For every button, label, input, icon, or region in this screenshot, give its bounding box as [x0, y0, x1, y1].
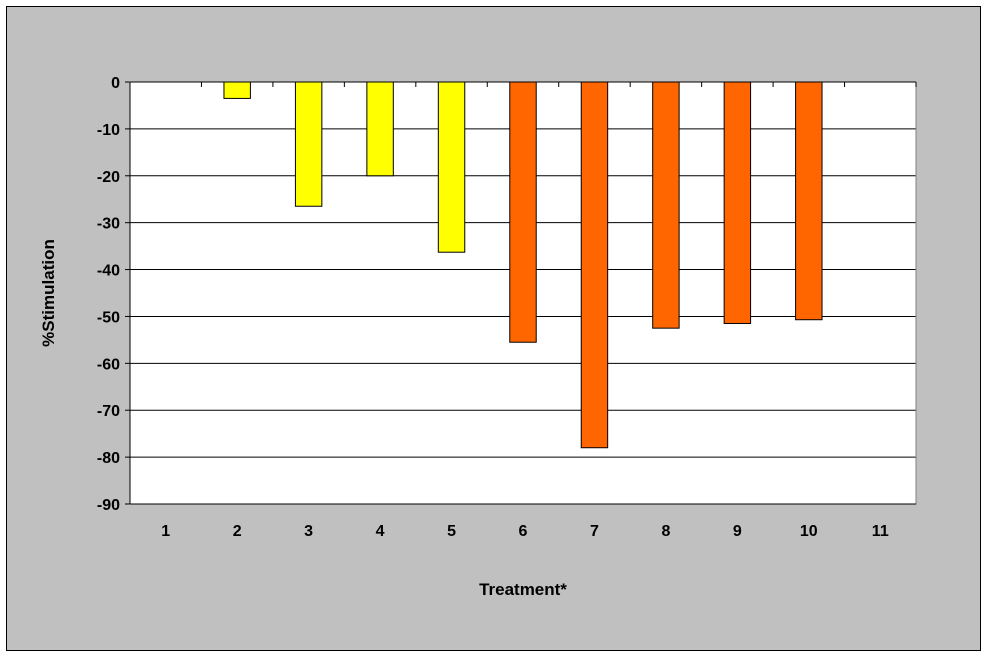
y-axis-title: %Stimulation	[39, 239, 58, 347]
chart-frame: 0 -10 -20 -30 -40 -50 -60 -70 -80 -90 1 2 3 4 5 6 7 8 9 10…	[6, 6, 981, 651]
x-tick-label: 2	[233, 523, 242, 540]
y-tick-label: -30	[97, 216, 120, 233]
x-axis-title: Treatment*	[479, 580, 567, 599]
bar-5	[437, 81, 466, 253]
y-tick-label: -20	[97, 169, 120, 186]
x-tick-label: 6	[519, 523, 528, 540]
bar-6	[509, 81, 537, 343]
bar-8	[652, 81, 680, 329]
y-tick-label: -60	[97, 356, 120, 373]
bar-10	[795, 81, 823, 321]
x-tick-label: 8	[661, 523, 670, 540]
bar-7	[580, 81, 609, 449]
y-tick-label: -50	[97, 309, 120, 326]
x-tick-label: 11	[872, 523, 889, 540]
bar-2	[223, 81, 251, 99]
bar-9	[723, 81, 752, 324]
x-tick-label: 3	[304, 523, 313, 540]
y-tick-label: -80	[97, 450, 120, 467]
y-tick-label: -90	[97, 497, 120, 514]
bar-4	[366, 81, 394, 177]
y-tick-label: -70	[97, 403, 120, 420]
y-tick-label: 0	[111, 75, 120, 92]
x-tick-label: 5	[447, 523, 456, 540]
x-tick-label: 10	[800, 523, 818, 540]
x-tick-label: 9	[733, 523, 742, 540]
x-tick-label: 4	[376, 523, 385, 540]
y-tick-label: -10	[97, 122, 120, 139]
bar-chart: 0 -10 -20 -30 -40 -50 -60 -70 -80 -90 1 2 3 4 5 6 7 8 9 10…	[39, 75, 917, 599]
x-tick-label: 7	[590, 523, 599, 540]
x-tick-label: 1	[161, 523, 170, 540]
bar-3	[294, 81, 323, 207]
y-tick-label: -40	[97, 263, 120, 280]
